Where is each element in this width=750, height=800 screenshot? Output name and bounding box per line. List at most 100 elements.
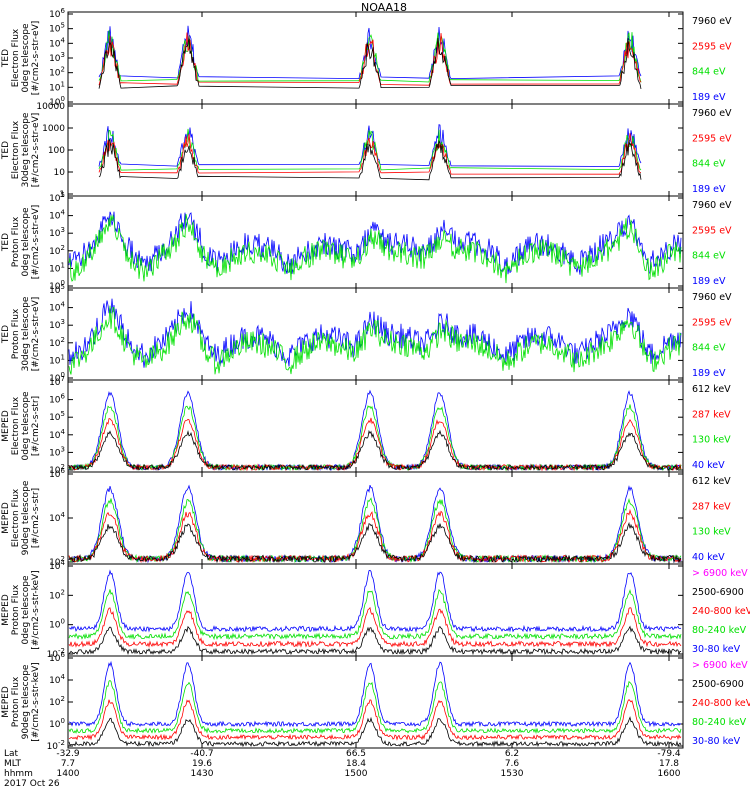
footer-row-label: 2017 Oct 26 xyxy=(4,779,60,789)
legend-entry: 2595 eV xyxy=(692,41,732,52)
y-tick-label: 103 xyxy=(49,226,65,239)
legend-entry: 30-80 keV xyxy=(692,644,741,655)
legend-entry: > 6900 keV xyxy=(692,568,748,579)
series-trace xyxy=(68,569,682,633)
legend-entry: 240-800 keV xyxy=(692,606,750,617)
footer-lat-value: -40.7 xyxy=(190,749,213,759)
y-axis-label: MEPEDProton Flux90deg telescope[#/cm2-s-… xyxy=(1,662,41,741)
y-tick-label: 106 xyxy=(49,7,65,20)
y-tick-label: 102 xyxy=(49,588,65,601)
y-tick-label: 104 xyxy=(49,301,65,314)
y-tick-label: 106 xyxy=(49,393,65,406)
footer-lat-value: 6.2 xyxy=(505,749,519,759)
series-trace xyxy=(98,128,642,171)
series-trace xyxy=(68,521,682,564)
legend-entry: 7960 eV xyxy=(692,108,732,119)
legend-entry: 2595 eV xyxy=(692,133,732,144)
footer-hhmm-value: 1500 xyxy=(345,769,368,779)
series-trace xyxy=(68,211,682,275)
legend-entry: 130 keV xyxy=(692,527,731,538)
legend-entry: 189 eV xyxy=(692,92,726,103)
y-tick-label: 105 xyxy=(49,410,65,423)
series-trace xyxy=(68,214,682,284)
y-axis-label: TEDElectron Flux30deg telescope[#/cm2-s-… xyxy=(1,112,41,187)
legend-entry: 80-240 keV xyxy=(692,717,747,728)
panel-frame xyxy=(67,195,684,289)
y-tick-label: 104 xyxy=(49,36,65,49)
series-trace xyxy=(68,716,682,748)
legend-entry: 189 eV xyxy=(692,184,726,195)
y-tick-label: 101 xyxy=(49,261,65,274)
legend-entry: 7960 eV xyxy=(692,200,732,211)
y-tick-label: 102 xyxy=(49,244,65,257)
series-trace xyxy=(69,698,682,741)
series-trace xyxy=(68,305,682,375)
series-trace xyxy=(68,625,682,656)
legend-entry: 2595 eV xyxy=(692,317,732,328)
y-tick-label: 100 xyxy=(49,618,65,631)
footer-mlt-value: 17.8 xyxy=(659,759,679,769)
series-trace xyxy=(68,389,682,472)
y-tick-label: 101 xyxy=(49,353,65,366)
legend-entry: 612 keV xyxy=(692,384,731,395)
y-tick-label: 105 xyxy=(49,22,65,35)
legend-entry: 80-240 keV xyxy=(692,625,747,636)
y-tick-label: 1 xyxy=(59,190,65,200)
legend-entry: 189 eV xyxy=(692,368,726,379)
series-trace xyxy=(68,508,682,564)
legend-entry: 40 keV xyxy=(692,552,725,563)
legend-entry: 40 keV xyxy=(692,460,725,471)
footer-hhmm-value: 1600 xyxy=(658,769,681,779)
series-trace xyxy=(68,660,682,728)
legend-entry: 2500-6900 xyxy=(692,587,744,598)
y-tick-label: 103 xyxy=(49,445,65,458)
panel-frame xyxy=(67,379,684,473)
y-tick-label: 101 xyxy=(49,80,65,93)
legend-entry: 7960 eV xyxy=(692,292,732,303)
y-tick-label: 102 xyxy=(49,336,65,349)
y-tick-label: 104 xyxy=(49,209,65,222)
y-tick-label: 100 xyxy=(49,717,65,730)
legend-entry: 844 eV xyxy=(692,251,726,262)
y-tick-label: 103 xyxy=(49,318,65,331)
footer-lat-value: -32.9 xyxy=(56,749,80,759)
series-trace xyxy=(98,35,642,89)
series-trace xyxy=(68,606,682,649)
legend-entry: 844 eV xyxy=(692,159,726,170)
footer-lat-value: -79.4 xyxy=(657,749,681,759)
series-trace xyxy=(68,680,682,735)
series-trace xyxy=(68,497,682,564)
legend-entry: 844 eV xyxy=(692,343,726,354)
series-trace xyxy=(68,429,681,472)
y-tick-label: 103 xyxy=(49,51,65,64)
y-tick-label: 10000 xyxy=(36,102,65,112)
footer-lat-value: 66.5 xyxy=(346,749,366,759)
legend-entry: 287 keV xyxy=(692,409,731,420)
y-axis-label: MEPEDProton Flux0deg telescope[#/cm2-s-s… xyxy=(1,570,41,649)
y-axis-label: MEPEDElectron Flux0deg telescope[#/cm2-s… xyxy=(1,391,41,461)
panel-frame xyxy=(67,655,684,749)
legend-entry: > 6900 keV xyxy=(692,660,748,671)
series-trace xyxy=(68,298,682,368)
y-tick-label: 104 xyxy=(49,428,65,441)
legend-entry: 612 keV xyxy=(692,476,731,487)
footer-hhmm-value: 1530 xyxy=(501,769,524,779)
series-trace xyxy=(98,139,642,181)
footer-row-label: hhmm xyxy=(4,769,33,779)
y-tick-label: 104 xyxy=(49,511,65,524)
series-trace xyxy=(98,124,642,167)
y-tick-label: 1000 xyxy=(42,124,65,134)
plot-title: NOAA18 xyxy=(361,1,407,14)
legend-entry: 130 keV xyxy=(692,435,731,446)
legend-entry: 2500-6900 xyxy=(692,679,744,690)
y-tick-label: 102 xyxy=(49,695,65,708)
y-tick-label: 102 xyxy=(49,66,65,79)
